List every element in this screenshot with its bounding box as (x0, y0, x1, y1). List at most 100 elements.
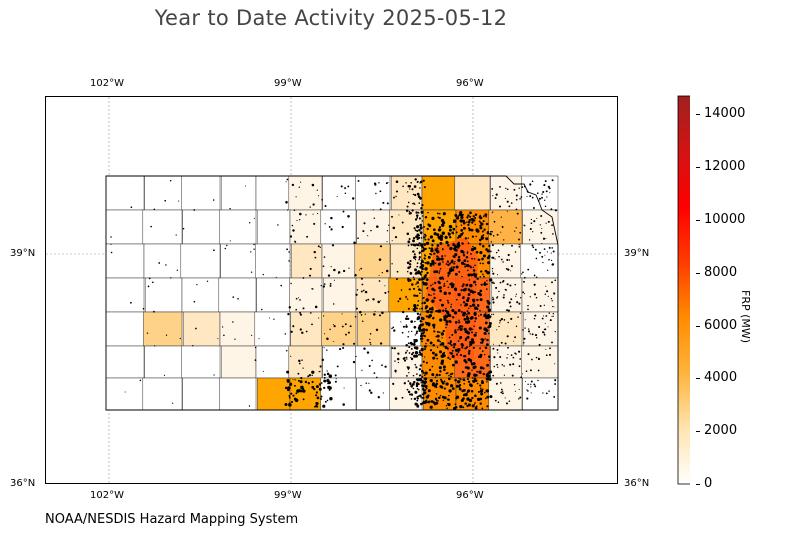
fire-detection-point (418, 278, 421, 281)
fire-detection-point (468, 229, 471, 232)
county (105, 175, 145, 211)
fire-detection-point (480, 235, 484, 238)
fire-detection-point (459, 354, 463, 357)
fire-detection-point (457, 328, 459, 331)
fire-detection-point (356, 289, 359, 291)
fire-detection-point (460, 224, 463, 226)
fire-detection-point (543, 304, 545, 306)
fire-detection-point (549, 347, 551, 350)
fire-detection-point (290, 400, 293, 404)
right-lat-tick-36n: 36°N (624, 478, 650, 489)
fire-detection-point (430, 310, 433, 314)
fire-detection-point (513, 230, 516, 232)
fire-detection-point (454, 329, 457, 332)
fire-detection-point (551, 300, 553, 302)
county (105, 377, 145, 411)
fire-detection-point (485, 215, 487, 218)
fire-detection-point (433, 330, 436, 333)
fire-detection-point (319, 397, 322, 401)
fire-detection-point (512, 363, 515, 366)
fire-detection-point (478, 238, 482, 242)
fire-detection-point (539, 305, 542, 307)
fire-detection-point (547, 220, 550, 223)
fire-detection-point (470, 389, 474, 393)
fire-detection-point (412, 343, 416, 346)
fire-detection-point (392, 326, 395, 329)
fire-detection-point (554, 209, 557, 212)
fire-detection-point (544, 205, 547, 208)
fire-detection-point (421, 203, 424, 207)
fire-detection-point (503, 294, 505, 296)
fire-detection-point (430, 294, 432, 297)
fire-detection-point (332, 323, 334, 326)
fire-detection-point (538, 197, 541, 200)
fire-detections (110, 178, 557, 411)
fire-detection-point (384, 291, 387, 294)
fire-detection-point (262, 370, 264, 372)
fire-detection-point (543, 248, 546, 250)
fire-detection-point (406, 279, 409, 281)
fire-detection-point (234, 338, 236, 340)
fire-detection-point (512, 356, 515, 359)
fire-detection-point (232, 296, 235, 298)
fire-detection-point (443, 345, 445, 347)
fire-detection-point (549, 319, 552, 322)
fire-detection-point (456, 216, 459, 219)
colorbar-tick-label: 12000 (704, 159, 746, 175)
fire-detection-point (486, 231, 490, 235)
fire-detection-point (518, 187, 520, 189)
fire-detection-point (387, 181, 389, 184)
bottom-lon-tick-102w: 102°W (90, 490, 124, 501)
county (254, 311, 291, 347)
fire-detection-point (470, 217, 474, 222)
fire-detection-point (471, 303, 476, 307)
fire-detection-point (550, 298, 553, 300)
fire-detection-point (448, 394, 450, 397)
fire-detection-point (397, 300, 400, 303)
fire-detection-point (237, 298, 239, 300)
fire-detection-point (502, 279, 505, 282)
fire-detection-point (286, 178, 289, 181)
county (218, 277, 257, 313)
fire-detection-point (423, 257, 426, 260)
fire-detection-point (533, 283, 536, 286)
county (182, 377, 221, 411)
fire-detection-point (444, 307, 447, 310)
fire-detection-point (527, 353, 530, 356)
fire-detection-point (391, 327, 393, 330)
fire-detection-point (491, 256, 494, 259)
fire-detection-point (411, 188, 414, 191)
fire-detection-point (523, 224, 525, 226)
fire-detection-point (491, 244, 494, 247)
fire-detection-point (474, 264, 476, 267)
fire-detection-point (428, 368, 432, 372)
fire-detection-point (421, 220, 424, 222)
fire-detection-point (110, 251, 113, 254)
fire-detection-point (472, 300, 476, 303)
fire-detection-point (449, 352, 452, 354)
fire-detection-point (442, 212, 446, 216)
fire-detection-point (475, 235, 477, 238)
fire-detection-point (311, 323, 313, 326)
fire-detection-point (475, 250, 479, 254)
fire-detection-point (493, 256, 495, 258)
fire-detection-point (536, 217, 538, 220)
fire-detection-point (142, 307, 145, 310)
fire-detection-point (405, 317, 408, 321)
fire-detection-point (514, 336, 517, 339)
fire-detection-point (495, 251, 498, 254)
fire-detection-point (438, 331, 441, 334)
fire-detection-point (431, 308, 434, 311)
fire-detection-point (224, 247, 227, 250)
fire-detection-point (429, 235, 433, 239)
fire-detection-point (326, 349, 328, 351)
fire-detection-point (529, 183, 532, 186)
fire-detection-point (482, 236, 485, 239)
fire-detection-point (495, 193, 498, 196)
fire-detection-point (410, 181, 413, 184)
fire-detection-point (549, 191, 551, 193)
fire-detection-point (478, 326, 482, 330)
fire-detection-point (492, 301, 495, 304)
county (490, 175, 523, 211)
map-panel[interactable] (45, 96, 618, 484)
